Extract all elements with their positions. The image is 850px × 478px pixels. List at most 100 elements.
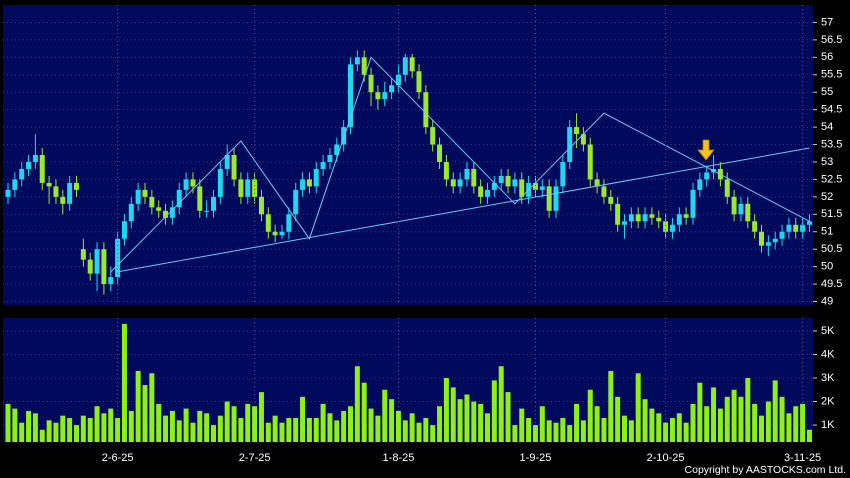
candle-body <box>800 224 806 232</box>
candle-body <box>793 224 799 232</box>
volume-bar <box>190 422 196 442</box>
candle-body <box>101 249 107 285</box>
candle-body <box>313 168 319 187</box>
volume-bar <box>46 420 52 442</box>
y-tick-label: 52 <box>821 191 833 203</box>
candle-body <box>560 161 566 187</box>
volume-bar <box>128 410 134 442</box>
volume-bar <box>546 420 552 442</box>
candle-body <box>752 221 758 232</box>
volume-bar <box>238 418 244 442</box>
candle-body <box>197 186 203 211</box>
volume-bar <box>786 413 792 442</box>
candle-body <box>457 179 463 187</box>
candle-body <box>430 127 436 145</box>
candle-body <box>574 127 580 135</box>
volume-bar <box>772 380 778 442</box>
candle-body <box>478 186 484 197</box>
candle-body <box>423 92 429 128</box>
volume-bar <box>320 403 326 442</box>
volume-bar <box>615 396 621 442</box>
volume-bar <box>115 418 121 442</box>
candle-body <box>464 168 470 180</box>
volume-bar <box>286 418 292 442</box>
candle-body <box>327 155 333 162</box>
candle-body <box>300 179 306 190</box>
y-tick-label: 4K <box>821 348 835 360</box>
volume-bar <box>594 406 600 442</box>
signal-arrow <box>697 139 715 161</box>
candle-body <box>491 182 497 190</box>
candle-body <box>485 189 490 197</box>
candle-body <box>348 64 353 128</box>
candle-body <box>121 221 127 239</box>
volume-bar <box>717 408 723 442</box>
candle-body <box>176 189 182 208</box>
candle-body <box>224 155 230 169</box>
volume-bar <box>265 422 271 442</box>
y-tick-label: 5K <box>821 325 835 337</box>
volume-bar <box>478 403 484 442</box>
candle-body <box>258 196 264 215</box>
candle-body <box>306 179 312 187</box>
volume-bar <box>135 370 141 442</box>
candle-body <box>19 168 25 180</box>
candle-body <box>594 179 600 187</box>
candle-body <box>697 179 703 190</box>
candle-body <box>395 74 401 86</box>
candle-body <box>279 231 285 236</box>
volume-bar <box>80 415 86 442</box>
volume-bar <box>279 422 285 442</box>
candle-body <box>759 231 764 246</box>
volume-bar <box>519 408 525 442</box>
candle-body <box>156 207 162 211</box>
candle-body <box>580 134 586 145</box>
volume-bar <box>437 406 443 442</box>
volume-bar <box>724 396 730 442</box>
x-tick-label: 1-9-25 <box>520 452 552 464</box>
y-tick-label: 53 <box>821 156 833 168</box>
volume-bar <box>163 415 169 442</box>
candle-body <box>553 186 559 211</box>
volume-bar <box>101 413 107 442</box>
candle-body <box>745 203 751 222</box>
candle-body <box>375 92 381 100</box>
volume-bar <box>334 420 340 442</box>
x-tick-label: 2-6-25 <box>102 452 134 464</box>
volume-bar <box>457 399 463 442</box>
volume-bar <box>697 382 703 442</box>
volume-bar <box>622 415 627 442</box>
volume-bar <box>676 413 682 442</box>
y-tick-label: 50.5 <box>821 243 842 255</box>
volume-bar <box>121 323 127 442</box>
volume-bar <box>793 406 799 442</box>
candle-body <box>622 221 627 225</box>
volume-bar <box>32 413 38 442</box>
volume-bar <box>149 373 155 442</box>
volume-bar <box>409 413 415 442</box>
volume-bar <box>300 396 306 442</box>
volume-bar <box>183 408 189 442</box>
volume-bar <box>704 406 710 442</box>
candle-body <box>690 189 696 218</box>
volume-bar <box>683 422 689 442</box>
candle-body <box>87 259 93 274</box>
candle-body <box>389 85 395 93</box>
volume-bar <box>628 420 634 442</box>
candle-body <box>94 249 100 274</box>
candle-body <box>163 210 169 218</box>
y-tick-label: 54.5 <box>821 104 842 116</box>
candle-body <box>642 214 648 222</box>
volume-bar <box>498 366 504 442</box>
volume-bar <box>806 429 812 442</box>
volume-bar <box>642 399 648 442</box>
volume-bar <box>12 408 18 442</box>
volume-bar <box>580 420 586 442</box>
volume-bar <box>512 425 518 442</box>
candle-body <box>724 179 730 197</box>
volume-bar <box>204 413 210 442</box>
candle-body <box>217 168 223 197</box>
volume-bar <box>19 422 25 442</box>
volume-bar <box>313 418 319 442</box>
candle-body <box>108 277 114 285</box>
